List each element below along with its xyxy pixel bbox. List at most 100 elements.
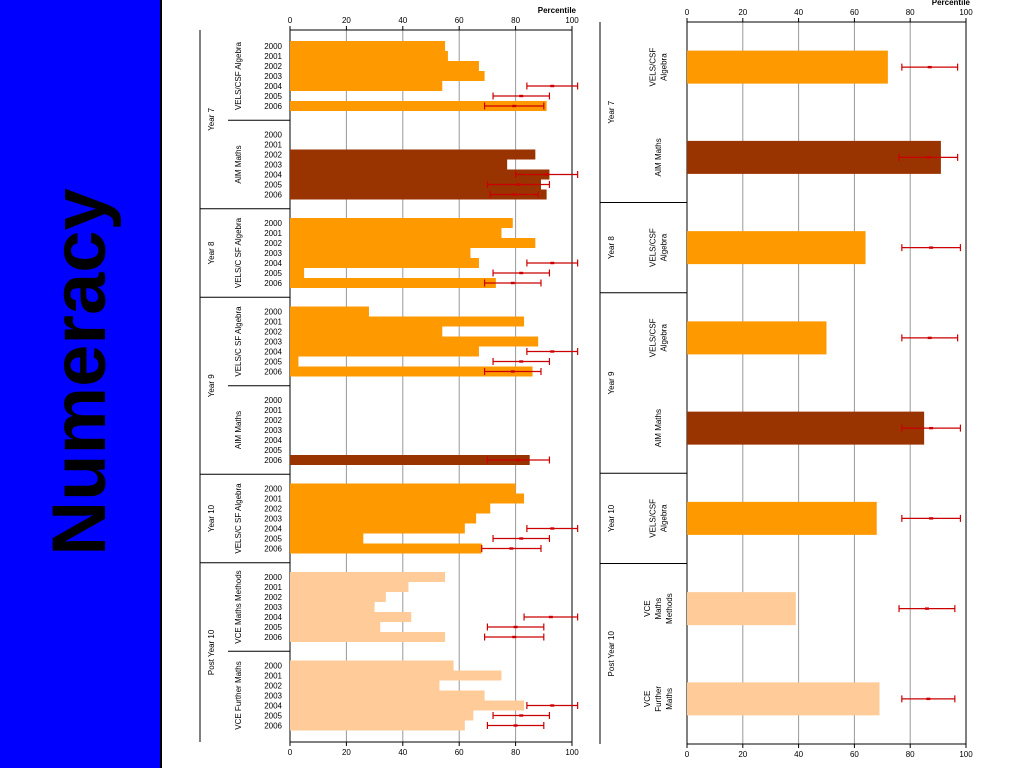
x-tick-label-bottom: 60: [455, 748, 464, 757]
bar-year-label: 2003: [264, 160, 282, 169]
bar-year-label: 2005: [264, 623, 282, 632]
bar-year-label: 2005: [264, 711, 282, 720]
error-mean-marker: [548, 615, 553, 619]
bar: [290, 278, 496, 288]
year-group-label: Year 8: [207, 241, 216, 264]
bar-year-label: 2001: [264, 52, 282, 61]
bar: [290, 169, 550, 180]
x-axis-label: Percentile: [932, 0, 971, 7]
bar: [687, 501, 877, 535]
x-tick-label-bottom: 20: [342, 748, 351, 757]
x-tick-label-top: 60: [850, 8, 859, 17]
bar: [687, 411, 925, 445]
bar-year-label: 2006: [264, 721, 282, 730]
error-mean-marker: [550, 527, 555, 530]
x-tick-label-top: 60: [455, 16, 464, 25]
error-mean-marker: [926, 156, 931, 159]
bar: [290, 543, 482, 554]
x-tick-label-top: 20: [738, 8, 747, 17]
subgroup-label: VELS/CSF Algebra: [234, 41, 243, 110]
bar-year-label: 2001: [264, 317, 282, 326]
error-mean-marker: [509, 547, 514, 550]
bar: [687, 231, 866, 265]
year-group-label: Year 9: [607, 371, 616, 394]
item-label: VCE: [643, 600, 652, 616]
bar: [290, 670, 502, 681]
error-mean-marker: [550, 84, 555, 88]
bar: [290, 572, 446, 582]
x-tick-label-top: 40: [794, 8, 803, 17]
subgroup-label: VELS/C SF Algebra: [234, 217, 243, 288]
bar-year-label: 2002: [264, 239, 282, 248]
bar: [290, 346, 479, 357]
x-tick-label-top: 20: [342, 16, 351, 25]
error-mean-marker: [519, 360, 524, 363]
bar-year-label: 2006: [264, 279, 282, 288]
bar-year-label: 2001: [264, 494, 282, 503]
bar: [290, 483, 516, 494]
error-mean-marker: [512, 193, 517, 196]
subgroup-label: VCE Further Maths: [234, 661, 243, 729]
item-label: VELS/CSF: [649, 318, 658, 357]
bar: [290, 680, 440, 691]
error-mean-marker: [512, 104, 517, 108]
bar-year-label: 2002: [264, 150, 282, 159]
bar: [290, 513, 477, 524]
bar-year-label: 2002: [264, 416, 282, 425]
bar-year-label: 2001: [264, 406, 282, 415]
x-tick-label-bottom: 40: [794, 750, 803, 759]
bar: [290, 700, 525, 711]
subgroup-label: VELS/C SF Algebra: [234, 483, 243, 554]
item-label: Algebra: [660, 324, 669, 352]
bar: [290, 523, 465, 534]
year-group-label: Year 10: [207, 504, 216, 532]
bar: [290, 316, 525, 327]
bar-year-label: 2004: [264, 613, 282, 622]
subgroup-label: VCE Maths Methods: [234, 570, 243, 643]
bar-year-label: 2005: [264, 357, 282, 366]
bar-year-label: 2006: [264, 633, 282, 642]
bar-year-label: 2003: [264, 249, 282, 258]
bar: [290, 159, 508, 170]
bar: [290, 41, 446, 51]
bar-year-label: 2004: [264, 82, 282, 91]
error-mean-marker: [510, 370, 515, 373]
x-tick-label-top: 80: [511, 16, 520, 25]
bar: [290, 238, 536, 248]
bar-year-label: 2000: [264, 130, 282, 139]
bar: [290, 612, 412, 622]
error-mean-marker: [512, 635, 517, 639]
bar: [290, 503, 491, 514]
bar-year-label: 2002: [264, 681, 282, 690]
bar-year-label: 2004: [264, 259, 282, 268]
subgroup-label: AIM Maths: [234, 411, 243, 449]
bar-year-label: 2002: [264, 327, 282, 336]
bar: [290, 720, 465, 731]
bar: [290, 179, 541, 190]
bar: [290, 101, 547, 111]
item-label: Algebra: [660, 504, 669, 532]
bar-year-label: 2003: [264, 603, 282, 612]
bar: [290, 622, 381, 632]
x-tick-label-bottom: 80: [511, 748, 520, 757]
bar-year-label: 2002: [264, 62, 282, 71]
item-label: Maths: [654, 598, 663, 620]
bar-year-label: 2000: [264, 573, 282, 582]
bar: [290, 189, 547, 200]
bar: [290, 326, 443, 337]
x-tick-label-top: 0: [288, 16, 293, 25]
error-mean-marker: [519, 94, 524, 98]
bar-year-label: 2000: [264, 484, 282, 493]
bar: [290, 660, 454, 671]
error-mean-marker: [519, 714, 524, 717]
x-tick-label-bottom: 100: [959, 750, 973, 759]
error-mean-marker: [519, 537, 524, 540]
bar-year-label: 2003: [264, 426, 282, 435]
bar: [290, 81, 443, 91]
x-tick-label-bottom: 0: [685, 750, 690, 759]
bar: [290, 455, 530, 465]
error-mean-marker: [516, 458, 521, 462]
item-label: Maths: [665, 688, 674, 710]
error-mean-marker: [513, 625, 518, 629]
item-label: VELS/CSF: [649, 48, 658, 87]
